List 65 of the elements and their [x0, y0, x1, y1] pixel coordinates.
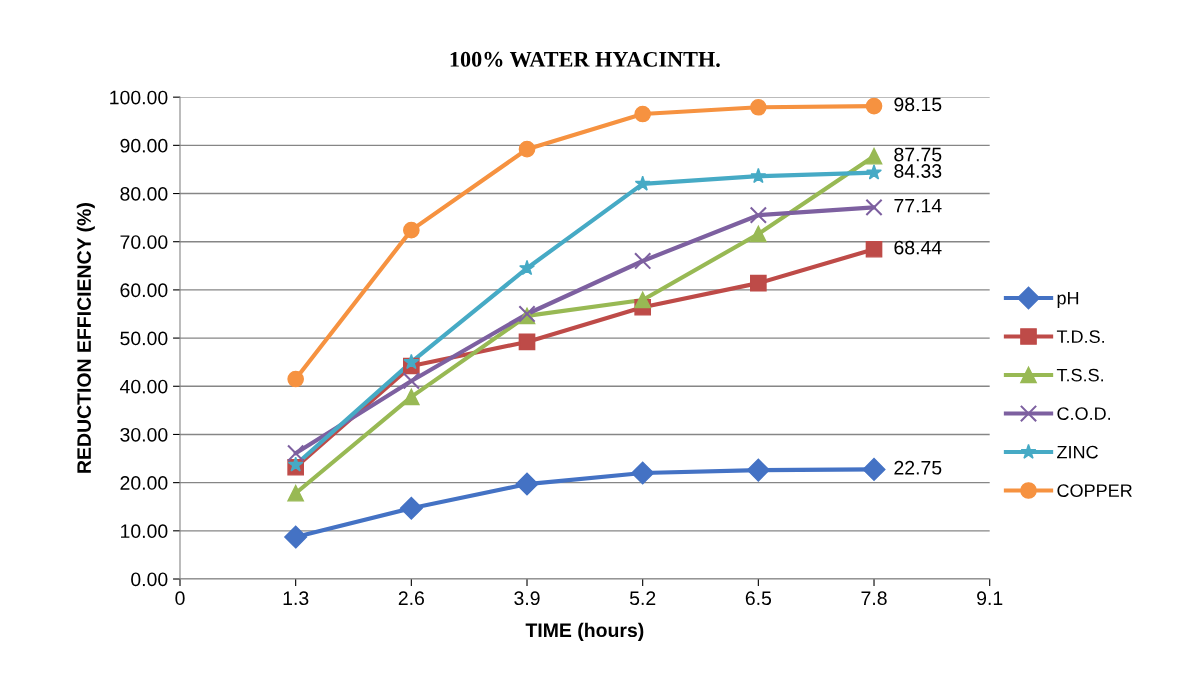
point	[403, 221, 420, 239]
y-tick-label: 10.00	[121, 524, 168, 539]
y-tick-label: 70.00	[120, 235, 168, 249]
point	[865, 147, 883, 165]
point	[866, 164, 882, 180]
data-label: 87.75	[894, 147, 942, 162]
y-tick-label: 40.00	[119, 379, 168, 394]
point	[518, 140, 536, 158]
y-tick-label: 90.00	[120, 138, 168, 153]
legend-label: C.O.D.	[1057, 407, 1111, 420]
point	[403, 353, 420, 370]
data-label: 84.33	[894, 164, 942, 178]
point	[515, 472, 539, 496]
point	[865, 198, 883, 216]
data-label: 68.44	[894, 240, 942, 255]
point	[750, 225, 767, 243]
point	[749, 206, 768, 224]
y-tick-label: 60.00	[120, 283, 168, 298]
point	[287, 370, 305, 388]
legend-label: COPPER	[1057, 484, 1132, 497]
legend-label: ZINC	[1057, 445, 1098, 459]
x-axis-title: TIME (hours)	[525, 622, 644, 641]
point	[286, 444, 305, 462]
x-tick-label: 3.9	[514, 591, 540, 606]
x-tick-label: 6.5	[745, 591, 772, 606]
legend-label: pH	[1057, 291, 1079, 309]
legend-label: T.D.S.	[1056, 330, 1104, 343]
point	[399, 496, 423, 520]
x-tick-label: 2.6	[398, 591, 424, 606]
data-label: 98.15	[894, 97, 942, 112]
point	[403, 388, 420, 406]
point	[287, 456, 304, 472]
y-tick-label: 50.00	[120, 331, 168, 346]
point	[634, 291, 652, 309]
x-tick-label: 0	[175, 591, 185, 606]
y-tick-label: 0.00	[131, 572, 168, 587]
point	[284, 525, 308, 549]
point	[634, 175, 651, 191]
point	[634, 252, 652, 270]
point	[519, 259, 535, 276]
point	[402, 372, 421, 390]
x-tick-label: 7.8	[861, 591, 887, 606]
point	[631, 461, 655, 485]
point	[750, 98, 767, 116]
point	[865, 240, 883, 258]
point	[865, 97, 883, 115]
data-label: 22.75	[894, 460, 942, 475]
y-tick-label: 100.00	[110, 90, 168, 105]
y-tick-label: 20.00	[120, 476, 168, 490]
chart-title: 100% WATER HYACINTH.	[450, 51, 720, 67]
x-tick-label: 9.1	[977, 591, 1003, 606]
y-tick-label: 30.00	[120, 427, 168, 442]
x-tick-label: 1.3	[283, 591, 309, 606]
point	[862, 457, 886, 481]
y-tick-label: 80.00	[120, 187, 168, 201]
point	[746, 458, 770, 482]
point	[634, 105, 652, 123]
x-tick-label: 5.2	[629, 591, 656, 606]
data-label: 77.14	[894, 198, 942, 213]
legend-label: T.S.S.	[1056, 368, 1103, 382]
point	[287, 484, 305, 502]
point	[518, 333, 536, 351]
point	[750, 274, 767, 292]
point	[750, 167, 767, 184]
y-axis-title: REDUCTION EFFICIENCY (%)	[76, 203, 95, 473]
